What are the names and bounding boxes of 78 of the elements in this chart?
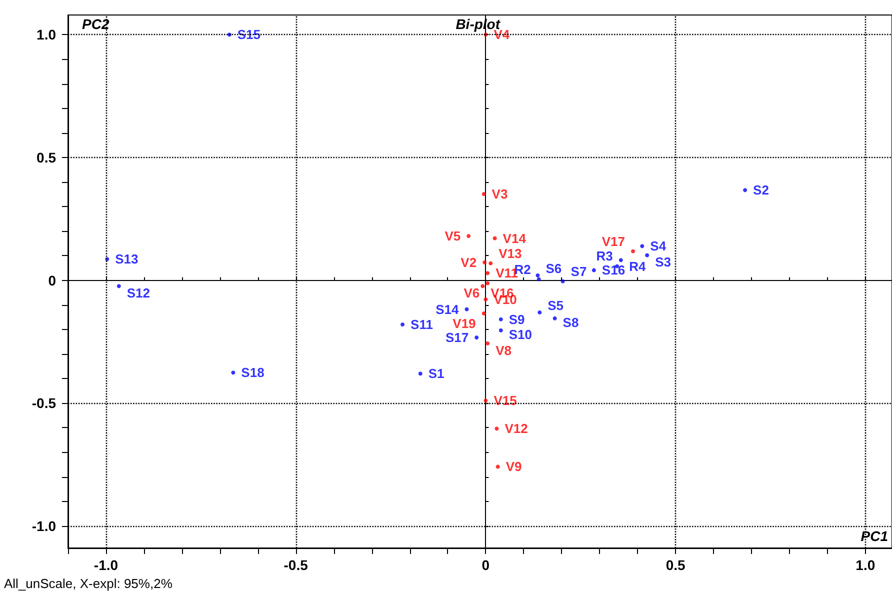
point — [488, 261, 493, 266]
data-label: S7 — [570, 264, 587, 279]
point — [552, 316, 557, 320]
y-tick-label: 0.5 — [36, 149, 56, 166]
y-axis-title: PC2 — [82, 16, 110, 32]
point — [492, 236, 497, 240]
point — [494, 426, 499, 431]
point — [592, 268, 596, 272]
y-tick-label: -1.0 — [32, 518, 56, 534]
data-label: R3 — [596, 248, 613, 264]
point — [618, 258, 623, 262]
data-label: S18 — [241, 365, 264, 380]
point — [743, 188, 748, 192]
data-label: V2 — [460, 254, 477, 270]
point — [484, 297, 488, 302]
data-label: S2 — [753, 182, 769, 198]
point — [640, 244, 644, 248]
point — [466, 234, 471, 238]
y-tick-label: -0.5 — [32, 395, 56, 412]
point — [536, 277, 541, 282]
x-axis-title: PC1 — [860, 528, 888, 544]
data-label: S5 — [548, 298, 564, 313]
data-label: V14 — [502, 230, 527, 246]
point — [464, 307, 469, 312]
x-tick-label: 0.5 — [666, 557, 686, 573]
point — [482, 311, 486, 316]
data-label: V19 — [452, 316, 476, 331]
data-label: V8 — [496, 342, 512, 358]
data-label: V9 — [506, 459, 522, 474]
data-label: S12 — [126, 286, 150, 301]
point — [400, 322, 405, 326]
point — [418, 372, 422, 376]
data-label: S11 — [410, 316, 433, 332]
data-label: V5 — [444, 228, 461, 244]
point — [496, 464, 500, 469]
point — [538, 310, 542, 314]
point — [560, 279, 565, 284]
point — [536, 273, 540, 278]
data-label: V17 — [602, 234, 626, 249]
x-tick-label: -1.0 — [94, 557, 118, 573]
data-label: S8 — [562, 314, 579, 330]
point — [498, 328, 503, 332]
point — [645, 253, 650, 258]
data-label: S16 — [602, 262, 626, 278]
data-label: V13 — [498, 246, 522, 261]
point — [631, 249, 636, 254]
text: All_unScale, X-expl: 95%,2% — [4, 576, 173, 591]
y-tick-label: 0 — [48, 272, 56, 288]
data-label: S6 — [546, 260, 562, 276]
data-label: S13 — [115, 252, 138, 267]
data-label: R4 — [629, 258, 646, 274]
point — [486, 341, 490, 346]
point — [231, 370, 236, 375]
point — [484, 398, 488, 403]
data-label: V6 — [464, 286, 480, 301]
point — [498, 317, 503, 322]
data-label: V3 — [492, 186, 508, 202]
point — [486, 281, 490, 286]
point — [482, 260, 487, 264]
data-label: V12 — [504, 421, 528, 436]
data-label: S1 — [428, 366, 444, 382]
data-label: S10 — [508, 326, 532, 342]
x-tick-label: -0.5 — [284, 557, 308, 573]
data-label: V15 — [494, 393, 517, 408]
data-label: S4 — [650, 238, 667, 254]
x-tick-label: 0 — [482, 557, 490, 573]
data-label: S3 — [655, 254, 671, 270]
point — [482, 192, 486, 196]
data-label: S14 — [436, 302, 460, 317]
y-tick-label: 1.0 — [36, 26, 56, 43]
point — [480, 284, 485, 288]
data-label: S9 — [508, 312, 525, 327]
data-label: S17 — [445, 330, 469, 345]
point — [474, 336, 479, 340]
data-label: S15 — [237, 27, 261, 42]
point — [486, 271, 490, 276]
x-tick-label: 1.0 — [856, 557, 876, 573]
point — [116, 284, 121, 288]
